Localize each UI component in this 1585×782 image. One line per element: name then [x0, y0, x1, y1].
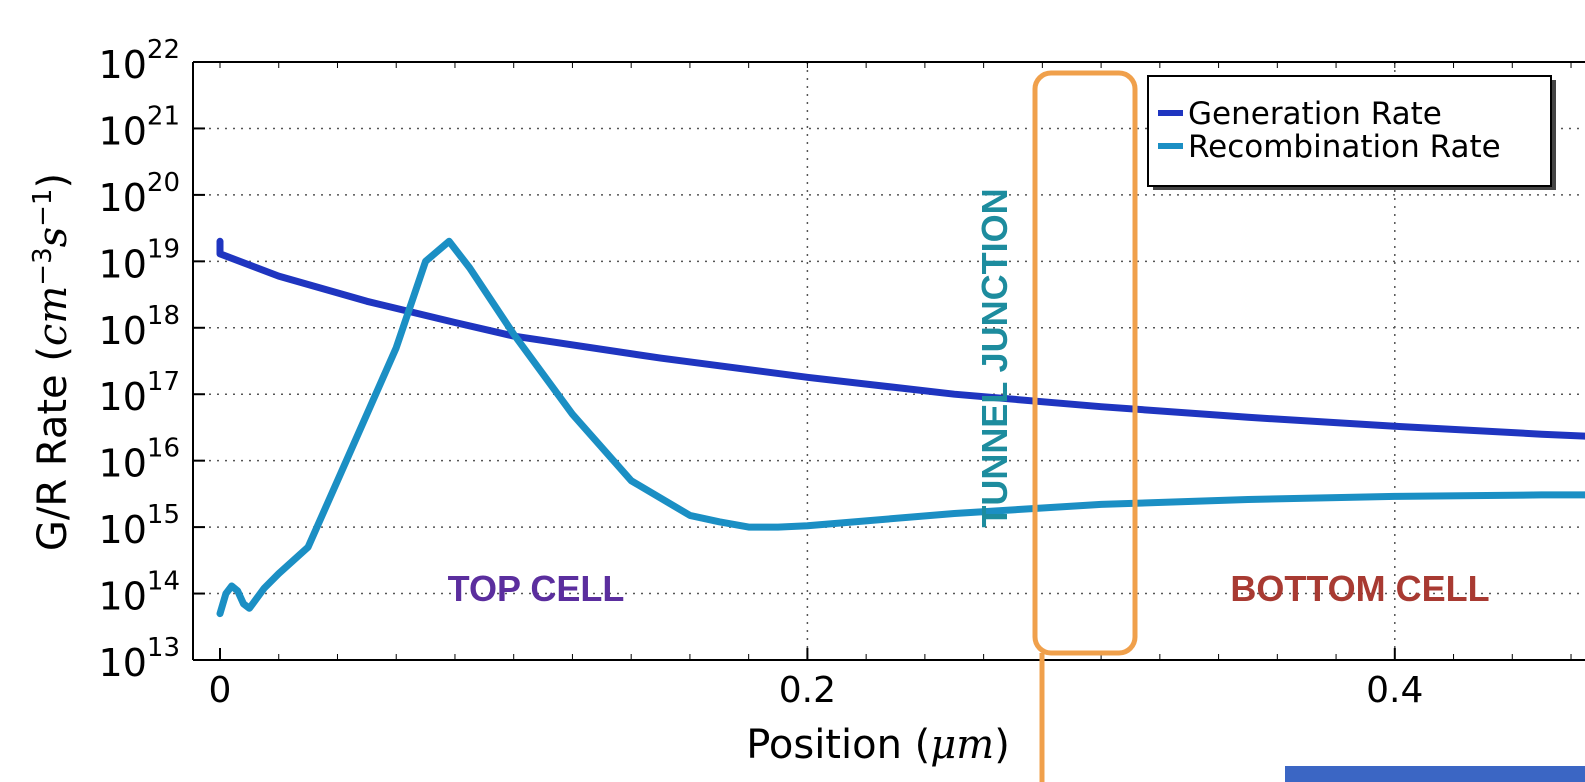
y-tick-labels: 1013 1014 1015 1016 1017 1018 1019 1020 1021 1022: [99, 35, 180, 685]
y-tick-label: 1014: [99, 567, 180, 619]
y-axis-label: G/R Rate (cm−3s−1): [28, 173, 76, 551]
x-axis-label: Position (μm): [746, 722, 1010, 768]
generation-rate-line: [216, 237, 1585, 440]
x-tick-label: 0.4: [1366, 670, 1423, 711]
slide-footer-bar: [1285, 766, 1585, 782]
y-tick-label: 1013: [99, 633, 180, 685]
legend-label-recombination: Recombination Rate: [1188, 129, 1501, 165]
x-tick-label: 0.2: [779, 670, 836, 711]
legend: Generation Rate Recombination Rate: [1147, 75, 1556, 190]
tunnel-junction-highlight-box: [1032, 70, 1138, 656]
legend-box: [1147, 75, 1552, 187]
y-tick-label: 1018: [99, 301, 180, 353]
x-tick-labels: 00.20.40.60.8: [209, 670, 1424, 711]
top-cell-label: TOP CELL: [448, 568, 625, 609]
recombination-rate-line: [216, 237, 1585, 618]
x-tick-label: 0: [209, 670, 232, 711]
series-layer: [216, 237, 1585, 618]
y-tick-label: 1021: [99, 101, 180, 153]
y-tick-label: 1022: [99, 35, 180, 87]
y-tick-label: 1015: [99, 500, 180, 552]
y-tick-label: 1019: [99, 234, 180, 286]
bottom-cell-label: BOTTOM CELL: [1230, 568, 1489, 609]
legend-label-generation: Generation Rate: [1188, 96, 1442, 132]
y-tick-label: 1017: [99, 367, 180, 419]
y-tick-label: 1016: [99, 434, 180, 486]
y-tick-label: 1020: [99, 168, 180, 220]
tunnel-junction-label: TUNNEL JUNCTION: [974, 188, 1015, 527]
